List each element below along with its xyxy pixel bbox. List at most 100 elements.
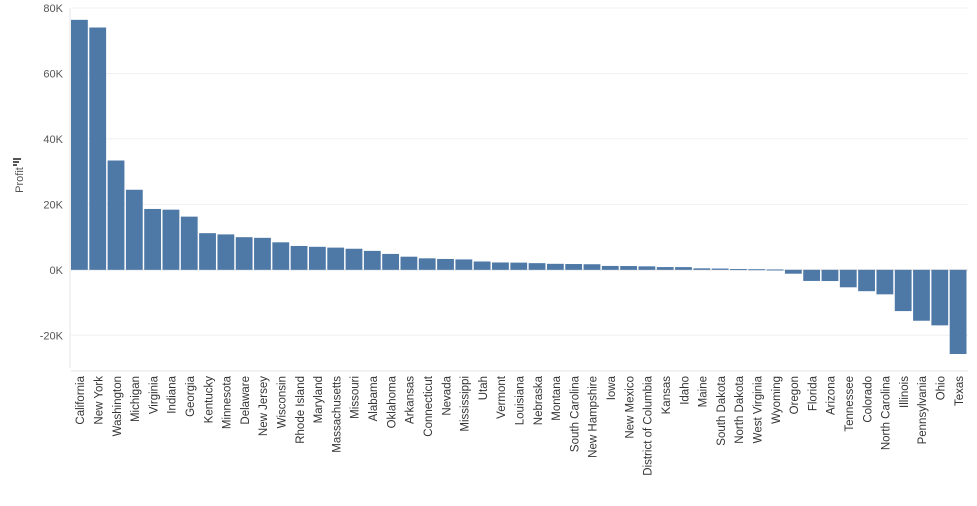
x-category-label: Oklahoma xyxy=(386,375,398,428)
bar[interactable] xyxy=(638,266,656,270)
bar[interactable] xyxy=(510,262,528,270)
x-category-label: Washington xyxy=(112,376,124,436)
bar[interactable] xyxy=(492,262,509,270)
x-category-label: New Mexico xyxy=(624,376,636,439)
x-category-label: Indiana xyxy=(167,375,179,413)
bar[interactable] xyxy=(949,269,967,355)
bar[interactable] xyxy=(162,209,180,270)
x-category-label: South Carolina xyxy=(569,375,581,452)
bar[interactable] xyxy=(675,267,692,270)
y-tick-label: 80K xyxy=(43,3,63,15)
bar[interactable] xyxy=(473,261,491,270)
x-category-label: Wyoming xyxy=(771,376,783,424)
y-tick-label: 60K xyxy=(43,68,63,80)
x-category-label: Nebraska xyxy=(533,375,545,425)
bar[interactable] xyxy=(894,269,912,312)
x-category-label: Nevada xyxy=(441,375,453,415)
x-category-label: West Virginia xyxy=(752,375,764,443)
bar[interactable] xyxy=(858,269,875,292)
x-category-label: Utah xyxy=(478,376,490,400)
bar[interactable] xyxy=(546,263,564,270)
bar[interactable] xyxy=(125,189,143,270)
bar[interactable] xyxy=(290,245,308,270)
bar[interactable] xyxy=(180,216,198,270)
bar[interactable] xyxy=(363,250,381,270)
x-category-label: Arkansas xyxy=(405,376,417,424)
bar[interactable] xyxy=(418,258,436,270)
x-category-label: California xyxy=(75,375,87,424)
bar[interactable] xyxy=(839,269,857,288)
x-category-label: Delaware xyxy=(240,376,252,425)
y-tick-label: 0K xyxy=(50,265,64,277)
x-category-label: Florida xyxy=(807,375,819,411)
y-axis: 80K 60K 40K 20K 0K -20K xyxy=(40,3,71,368)
x-category-label: New Jersey xyxy=(258,376,270,436)
x-category-label: Missouri xyxy=(350,376,362,419)
bar[interactable] xyxy=(803,269,821,281)
bar[interactable] xyxy=(601,265,619,270)
x-category-label: Rhode Island xyxy=(295,376,307,444)
bar[interactable] xyxy=(876,269,894,295)
bar[interactable] xyxy=(913,269,930,321)
x-category-label: Minnesota xyxy=(222,375,234,429)
bar[interactable] xyxy=(711,268,729,270)
x-category-label: Louisiana xyxy=(515,375,527,425)
bar[interactable] xyxy=(821,269,839,282)
bar[interactable] xyxy=(254,237,271,270)
x-category-label: Massachusetts xyxy=(331,376,343,453)
x-category-label: South Dakota xyxy=(716,375,728,445)
x-category-label: Montana xyxy=(551,375,563,420)
bar[interactable] xyxy=(89,27,107,270)
x-category-label: Pennsylvania xyxy=(917,375,929,444)
x-category-label: Georgia xyxy=(185,375,197,417)
bar[interactable] xyxy=(217,234,235,270)
bar[interactable] xyxy=(583,264,601,270)
bar[interactable] xyxy=(345,248,363,270)
x-category-label: Illinois xyxy=(899,376,911,408)
bar[interactable] xyxy=(437,258,454,270)
x-category-label: Virginia xyxy=(148,375,160,414)
bar[interactable] xyxy=(71,19,88,270)
x-category-label: New Hampshire xyxy=(588,376,600,458)
bar[interactable] xyxy=(272,242,290,270)
bar[interactable] xyxy=(730,269,747,271)
bar[interactable] xyxy=(620,266,637,270)
x-category-label: Idaho xyxy=(679,376,691,405)
x-category-label: Connecticut xyxy=(423,375,435,437)
bar[interactable] xyxy=(656,267,674,270)
bars xyxy=(71,19,967,355)
x-category-label: New York xyxy=(93,376,105,425)
sort-icon[interactable] xyxy=(13,158,21,166)
x-category-label: Vermont xyxy=(496,375,508,419)
x-category-label: North Dakota xyxy=(734,375,746,443)
x-category-label: Maine xyxy=(698,376,710,407)
bar[interactable] xyxy=(107,160,125,270)
bar[interactable] xyxy=(748,269,766,271)
bar[interactable] xyxy=(766,269,784,271)
bar[interactable] xyxy=(400,256,418,270)
x-category-label: Michigan xyxy=(130,376,142,422)
x-category-label: Iowa xyxy=(606,375,618,400)
bar[interactable] xyxy=(931,269,949,326)
bar[interactable] xyxy=(455,259,473,270)
x-category-label: Mississippi xyxy=(460,376,472,432)
y-axis-title-group: Profit xyxy=(14,167,26,193)
x-category-label: North Carolina xyxy=(881,375,893,450)
y-tick-label: -20K xyxy=(40,330,64,342)
bar[interactable] xyxy=(382,253,400,270)
x-category-label: Colorado xyxy=(862,376,874,423)
bar[interactable] xyxy=(528,263,546,270)
bar[interactable] xyxy=(308,246,326,270)
bar[interactable] xyxy=(235,237,253,270)
bar[interactable] xyxy=(199,233,216,270)
bar[interactable] xyxy=(693,268,711,270)
bar[interactable] xyxy=(565,264,583,270)
x-category-label: Alabama xyxy=(368,375,380,421)
x-category-label: District of Columbia xyxy=(643,375,655,475)
y-tick-label: 40K xyxy=(43,134,63,146)
x-category-label: Kentucky xyxy=(203,376,215,424)
bar[interactable] xyxy=(784,269,802,274)
bar[interactable] xyxy=(144,208,162,270)
bar[interactable] xyxy=(327,247,345,270)
